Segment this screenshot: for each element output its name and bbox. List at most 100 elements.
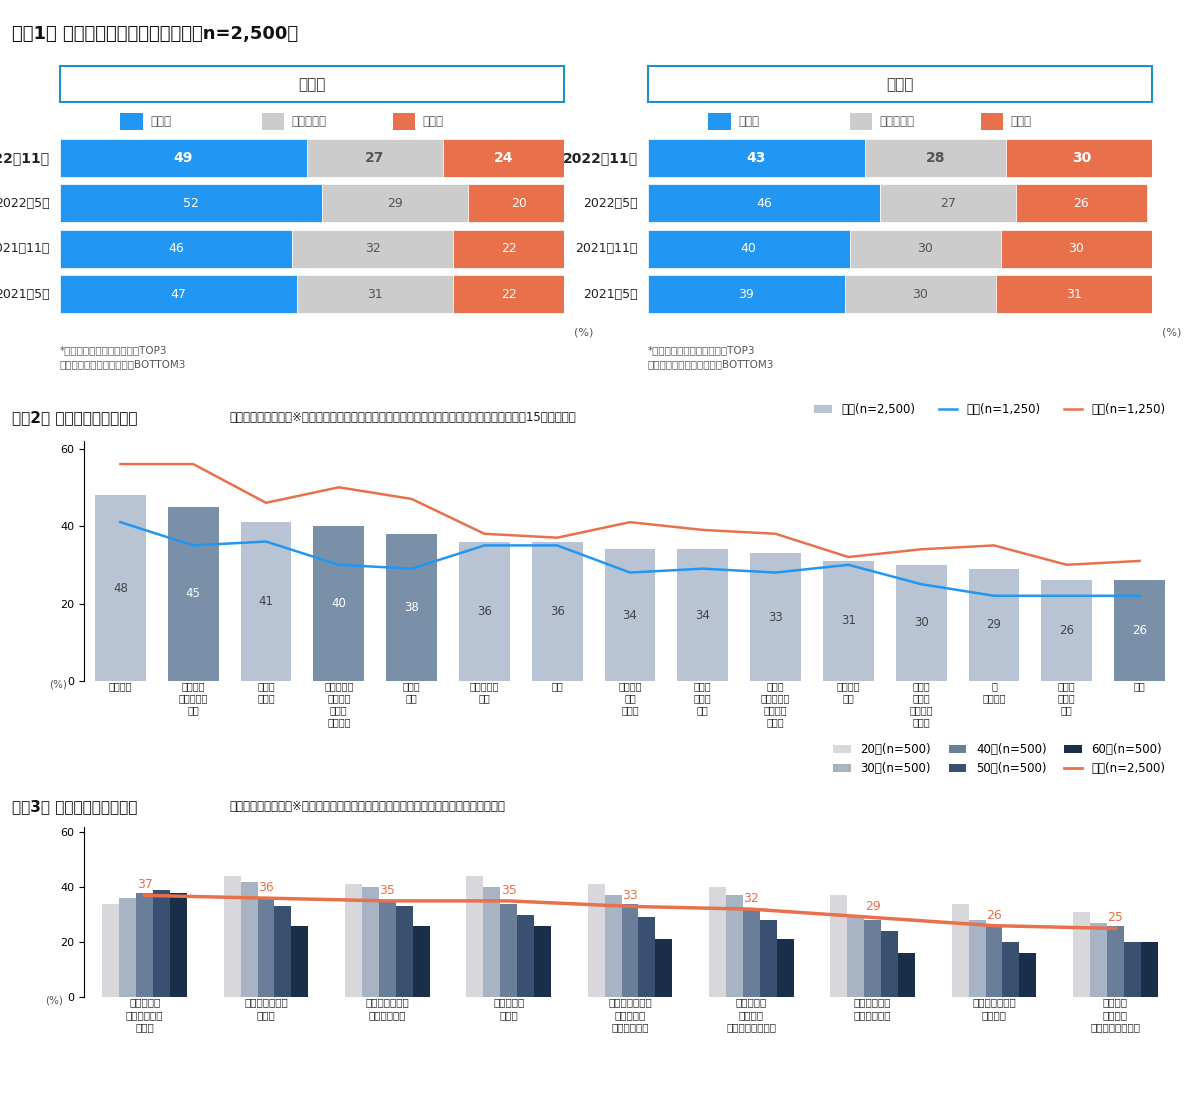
Bar xyxy=(850,230,1001,268)
Bar xyxy=(534,926,551,997)
Bar xyxy=(296,276,454,313)
Text: 36: 36 xyxy=(258,880,274,894)
Text: 34: 34 xyxy=(623,608,637,622)
Text: 足腰の
筋力・
歩く速度
の低下: 足腰の 筋力・ 歩く速度 の低下 xyxy=(910,681,932,727)
Text: 35: 35 xyxy=(500,884,517,897)
Bar xyxy=(392,114,415,130)
Text: (%): (%) xyxy=(49,680,67,690)
Text: 46: 46 xyxy=(756,197,772,209)
Text: 2022年5月: 2022年5月 xyxy=(583,197,638,209)
Bar xyxy=(743,909,760,997)
Bar xyxy=(484,887,500,997)
Text: メンタル不調、
欻々とした
気分を感じる: メンタル不調、 欻々とした 気分を感じる xyxy=(608,997,652,1033)
Bar xyxy=(864,920,881,997)
Bar xyxy=(344,884,362,997)
Bar xyxy=(968,569,1020,681)
Text: 精神面: 精神面 xyxy=(887,77,913,91)
Bar xyxy=(168,507,218,681)
Text: 変わらない: 変わらない xyxy=(292,115,326,128)
Bar xyxy=(638,917,655,997)
Text: 27: 27 xyxy=(365,151,385,165)
Bar xyxy=(362,887,379,997)
Bar xyxy=(458,541,510,681)
Bar xyxy=(655,939,672,997)
Text: 自己肖定感
が低い: 自己肖定感 が低い xyxy=(493,997,524,1019)
Bar xyxy=(605,895,622,997)
Text: 良い計: 良い計 xyxy=(739,115,760,128)
Bar xyxy=(1141,942,1158,997)
Bar xyxy=(454,276,564,313)
Text: 30: 30 xyxy=(1068,242,1085,256)
Text: 25: 25 xyxy=(1108,911,1123,925)
Text: 感情の起伏や
気分が不安定: 感情の起伏や 気分が不安定 xyxy=(854,997,892,1019)
Text: 家族との
人間関係
ストレスを感じる: 家族との 人間関係 ストレスを感じる xyxy=(1091,997,1140,1033)
Bar xyxy=(258,898,275,997)
Text: むし歯／
口臭: むし歯／ 口臭 xyxy=(836,681,860,703)
Legend: 全体(n=2,500), 男性(n=1,250), 女性(n=1,250): 全体(n=2,500), 男性(n=1,250), 女性(n=1,250) xyxy=(810,399,1170,421)
Text: (%): (%) xyxy=(574,327,594,338)
Bar xyxy=(517,915,534,997)
Text: 2022年11月: 2022年11月 xyxy=(0,151,50,165)
Text: 意欲・やる気が
出ない: 意欲・やる気が 出ない xyxy=(244,997,288,1019)
Bar xyxy=(292,230,454,268)
Text: 29: 29 xyxy=(388,197,403,209)
Text: 26: 26 xyxy=(1132,624,1147,637)
Text: (%): (%) xyxy=(1162,327,1182,338)
Text: 全身的
なだるさ、
倦怠感、
疲労感: 全身的 なだるさ、 倦怠感、 疲労感 xyxy=(761,681,791,727)
Text: 20: 20 xyxy=(511,197,527,209)
Bar xyxy=(468,184,569,223)
Text: 40: 40 xyxy=(331,597,347,611)
Text: 胃腸の
病気、
便秘: 胃腸の 病気、 便秘 xyxy=(1058,681,1075,715)
Bar xyxy=(60,276,296,313)
Text: 2022年11月: 2022年11月 xyxy=(563,151,638,165)
Text: 46: 46 xyxy=(168,242,184,256)
Bar xyxy=(823,561,874,681)
Text: 38: 38 xyxy=(404,601,419,614)
Text: 31: 31 xyxy=(841,615,856,627)
Bar xyxy=(454,230,564,268)
Bar xyxy=(1002,942,1020,997)
Text: 22: 22 xyxy=(500,288,516,301)
Text: 40: 40 xyxy=(740,242,757,256)
Bar xyxy=(1001,230,1152,268)
Bar xyxy=(307,139,443,176)
Text: 32: 32 xyxy=(744,892,760,905)
Text: 腰痛: 腰痛 xyxy=(551,681,563,691)
Bar xyxy=(865,139,1006,176)
Bar xyxy=(443,139,564,176)
Text: 31: 31 xyxy=(1066,288,1081,301)
Bar xyxy=(996,276,1152,313)
Bar xyxy=(500,904,517,997)
Text: 26: 26 xyxy=(1074,197,1090,209)
Bar xyxy=(1016,184,1147,223)
Bar xyxy=(776,939,794,997)
Text: 24: 24 xyxy=(493,151,514,165)
Bar xyxy=(1114,581,1165,681)
Bar xyxy=(648,184,880,223)
Text: 26: 26 xyxy=(986,908,1002,921)
Text: 睡眠時間の
不足: 睡眠時間の 不足 xyxy=(469,681,499,703)
Bar xyxy=(240,522,292,681)
Text: 22: 22 xyxy=(500,242,516,256)
Bar xyxy=(881,931,898,997)
Bar xyxy=(223,876,240,997)
Bar xyxy=(102,904,119,997)
Text: 27: 27 xyxy=(940,197,956,209)
Bar xyxy=(726,895,743,997)
Bar xyxy=(532,541,583,681)
Bar xyxy=(313,526,365,681)
Text: 2022年5月: 2022年5月 xyxy=(0,197,50,209)
Text: 29: 29 xyxy=(865,900,881,914)
Bar xyxy=(262,114,284,130)
Text: ＜図3＞ 現在の精神面の不調: ＜図3＞ 現在の精神面の不調 xyxy=(12,799,137,814)
Text: 30: 30 xyxy=(917,242,934,256)
Text: 2021年11月: 2021年11月 xyxy=(576,242,638,256)
Bar xyxy=(60,139,307,176)
Text: 歯並び／
歯の
きばみ: 歯並び／ 歯の きばみ xyxy=(618,681,642,715)
Bar xyxy=(386,533,437,681)
Bar xyxy=(95,495,146,681)
Text: 家族以外の
人間関係
ストレスを感じる: 家族以外の 人間関係 ストレスを感じる xyxy=(726,997,776,1033)
Text: 28: 28 xyxy=(925,151,946,165)
Bar xyxy=(880,184,1016,223)
Bar xyxy=(379,901,396,997)
